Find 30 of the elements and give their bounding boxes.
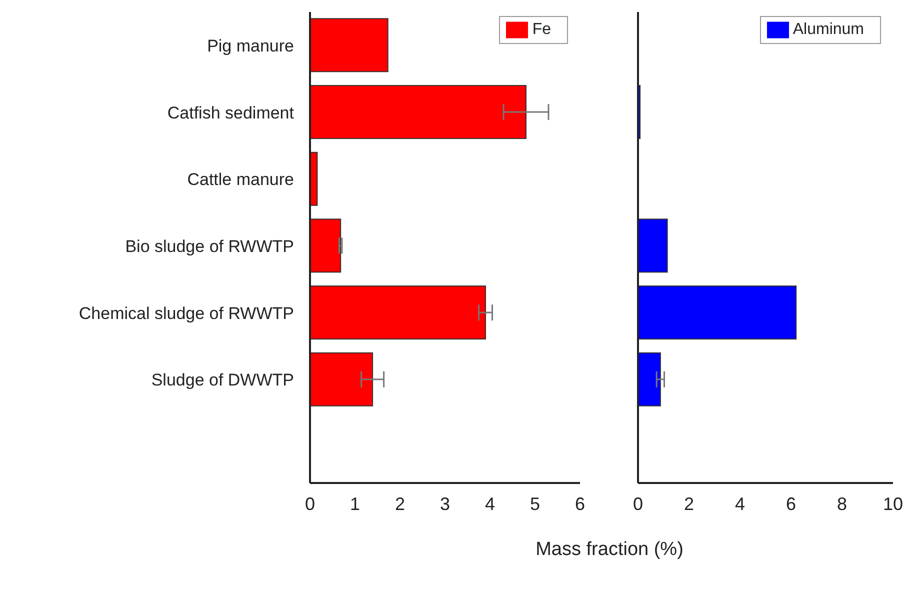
bar — [310, 286, 486, 340]
bar — [310, 218, 342, 273]
y-tick-label: Cattle manure — [187, 170, 294, 190]
legend-label: Fe — [532, 21, 551, 38]
x-axis-title: Mass fraction (%) — [534, 539, 684, 561]
bar — [638, 286, 797, 340]
x-tick-label: 8 — [836, 494, 848, 514]
x-tick-label: 4 — [484, 494, 496, 514]
x-tick-label: 10 — [882, 494, 904, 514]
x-tick-label: 6 — [574, 494, 586, 514]
x-tick-label: 5 — [530, 494, 540, 514]
bar — [310, 85, 526, 140]
y-tick-label: Sludge of DWWTP — [151, 370, 294, 390]
legend-label: Aluminum — [792, 21, 864, 38]
bar — [310, 352, 374, 406]
y-tick-label: Pig manure — [207, 36, 294, 56]
x-tick-label: 2 — [684, 494, 694, 514]
x-tick-label: 6 — [786, 494, 796, 514]
y-tick-label: Bio sludge of RWWTP — [125, 236, 294, 256]
x-tick-label: 0 — [632, 494, 644, 514]
bar — [638, 352, 661, 406]
x-tick-label: 1 — [350, 494, 360, 514]
x-tick-label: 3 — [440, 494, 450, 514]
y-tick-label: Catfish sediment — [167, 103, 294, 122]
bar — [638, 218, 668, 273]
x-tick-label: 0 — [304, 494, 316, 514]
x-tick-label: 4 — [734, 494, 746, 514]
y-tick-label: Chemical sludge of RWWTP — [78, 304, 294, 323]
x-tick-label: 2 — [394, 494, 406, 514]
bar — [310, 18, 388, 72]
